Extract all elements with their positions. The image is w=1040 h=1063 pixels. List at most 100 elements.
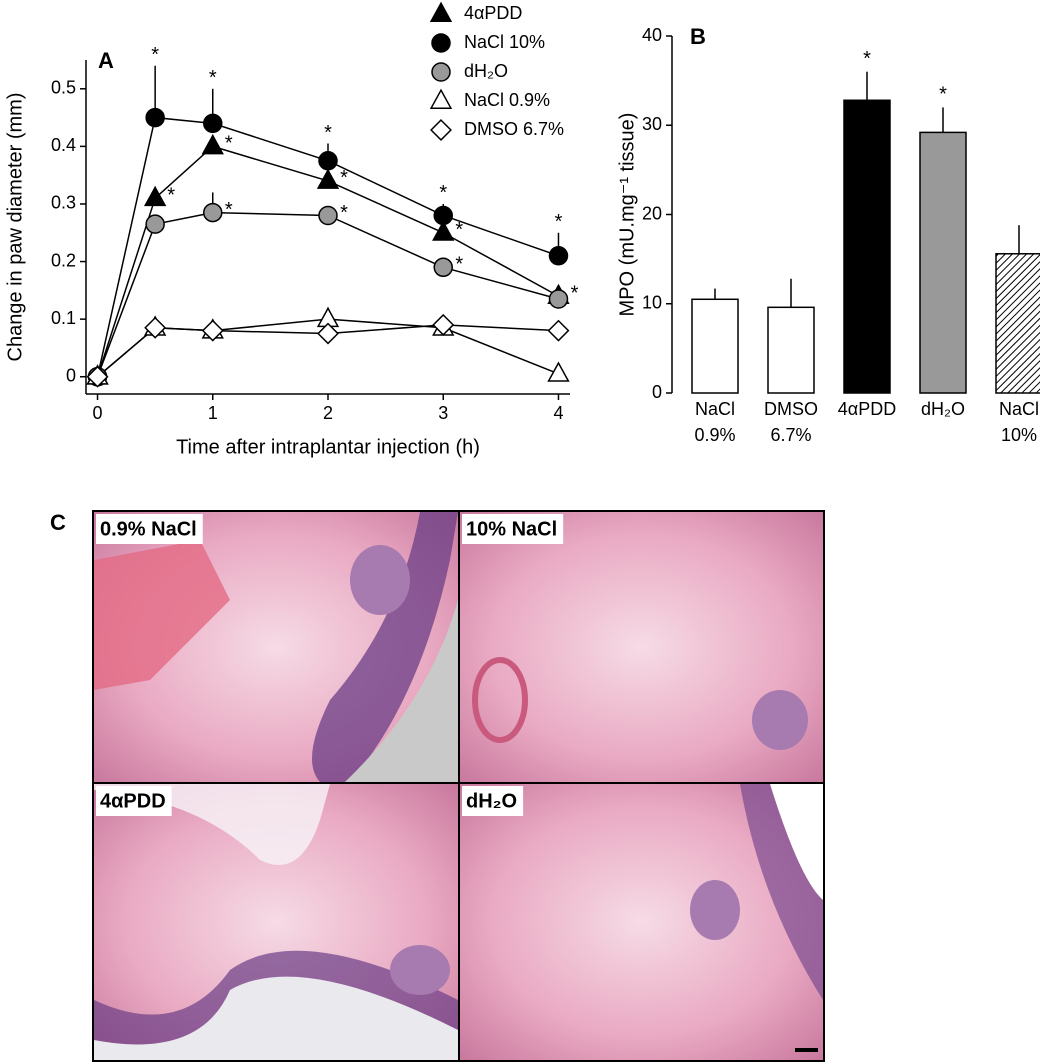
gland <box>350 545 410 615</box>
data-point <box>432 313 455 336</box>
data-point <box>318 205 338 226</box>
y-tick-label: 0.3 <box>51 193 76 213</box>
data-point <box>432 220 455 241</box>
data-point <box>201 319 224 342</box>
significance-marker: * <box>863 48 871 70</box>
series-line <box>96 116 559 377</box>
image-label: 0.9% NaCl <box>100 518 197 540</box>
data-point <box>145 214 165 234</box>
y-tick-label: 0.1 <box>51 308 76 328</box>
data-point <box>429 88 453 109</box>
panel-b: B 0 10 20 30 40 MPO (mU.mg⁻¹ tissue) NaCl 0.9% DM… <box>616 24 1040 445</box>
y-tick-label: 0.5 <box>51 78 76 98</box>
y-tick-label: 10 <box>642 293 662 313</box>
x-tick-label: 1 <box>208 403 218 423</box>
panel-label: A <box>98 48 114 73</box>
x-tick-label: DMSO 6.7% <box>764 399 818 445</box>
gland <box>690 880 740 940</box>
bar <box>843 99 891 394</box>
data-point <box>429 1 453 22</box>
background-area <box>770 784 823 900</box>
y-tick-label: 20 <box>642 203 662 223</box>
data-point <box>430 119 452 141</box>
data-point <box>86 365 109 388</box>
y-tick-label: 0.4 <box>51 135 76 155</box>
background-area <box>94 976 458 1060</box>
gland <box>752 690 808 750</box>
significance-marker: * <box>324 122 332 144</box>
data-point <box>143 185 167 207</box>
significance-marker: * <box>439 182 447 204</box>
data-point <box>433 205 453 226</box>
legend-label: 4αPDD <box>464 3 522 23</box>
data-point <box>548 289 569 309</box>
image-label-box <box>96 514 203 544</box>
significance-marker: * <box>939 84 947 106</box>
bar <box>767 306 815 394</box>
series-line <box>97 324 559 378</box>
space <box>94 784 330 865</box>
significance-marker: * <box>225 199 233 221</box>
image-label-box <box>96 786 172 816</box>
x-tick-label: 4αPDD <box>838 399 896 419</box>
gland <box>390 945 450 995</box>
y-axis-label: MPO (mU.mg⁻¹ tissue) <box>616 113 638 317</box>
y-tick-label: 0.2 <box>51 250 76 270</box>
bar <box>995 253 1040 394</box>
panel-label: B <box>690 24 706 49</box>
significance-marker: * <box>209 67 217 89</box>
x-tick-label: 4 <box>553 403 563 423</box>
panel-label: C <box>50 510 66 535</box>
x-axis-label: Time after intraplantar injection (h) <box>176 436 480 458</box>
significance-marker: * <box>167 184 175 206</box>
data-point <box>318 151 338 171</box>
x-tick-label: 2 <box>323 403 333 423</box>
x-tick-label: NaCl 0.9% <box>694 399 735 445</box>
background-area <box>345 600 458 782</box>
y-tick-label: 30 <box>642 114 662 134</box>
legend-label: NaCl 10% <box>464 32 545 52</box>
bar <box>691 298 739 394</box>
x-tick-label: 3 <box>438 403 448 423</box>
epidermis <box>312 512 458 782</box>
data-point <box>203 113 223 134</box>
image-label: 4αPDD <box>100 790 166 812</box>
data-point <box>547 361 570 382</box>
y-tick-label: 0 <box>66 365 76 385</box>
data-point <box>144 316 167 339</box>
data-point <box>547 319 570 342</box>
x-tick-label: 0 <box>93 403 103 423</box>
y-axis-label: Change in paw diameter (mm) <box>4 93 26 362</box>
legend-label: dH₂O <box>464 61 508 81</box>
y-tick-label: 0 <box>652 382 662 402</box>
significance-marker: * <box>455 254 463 276</box>
data-point <box>433 257 453 278</box>
vessel <box>472 657 528 743</box>
data-point <box>431 62 451 82</box>
significance-marker: * <box>340 202 348 224</box>
muscle <box>94 540 230 690</box>
legend-label: NaCl 0.9% <box>464 90 550 110</box>
legend-label: DMSO 6.7% <box>464 119 564 139</box>
data-point <box>317 322 339 345</box>
data-point <box>316 168 340 189</box>
x-tick-label: NaCl 10% <box>999 399 1039 445</box>
significance-marker: * <box>340 167 348 189</box>
data-point <box>145 107 165 128</box>
panel-c: C 0.9% NaCl 10% NaCl 4αPDD dH₂O <box>50 510 825 1062</box>
significance-marker: * <box>151 44 159 66</box>
data-point <box>431 33 451 53</box>
data-point <box>203 202 223 223</box>
significance-marker: * <box>571 282 579 304</box>
data-point <box>548 246 569 266</box>
series-line <box>96 211 559 377</box>
image-label: dH₂O <box>466 790 517 812</box>
series-line <box>96 145 559 377</box>
image-label: 10% NaCl <box>466 518 557 540</box>
image-label-box <box>462 786 524 816</box>
image-label-box <box>462 514 564 544</box>
panel-a: A 0 0.1 0.2 0.3 0.4 0.5 0 1 2 3 4 Time after intrapl… <box>4 1 579 458</box>
x-tick-label: dH₂O <box>921 399 965 419</box>
bar <box>919 131 967 394</box>
